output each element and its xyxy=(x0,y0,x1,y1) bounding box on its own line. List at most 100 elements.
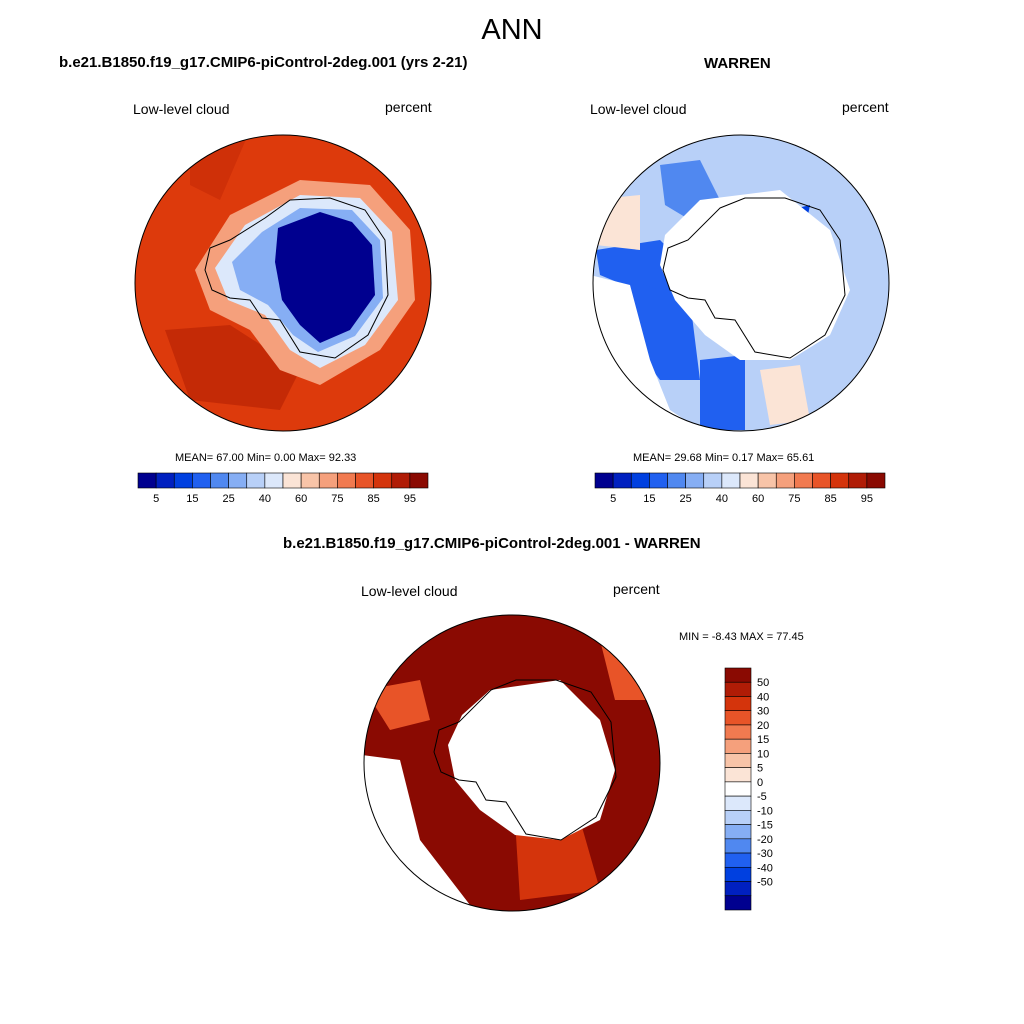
obs-colorbar-tick: 85 xyxy=(825,493,837,505)
model-colorbar-swatch xyxy=(155,472,175,489)
model-darker-patch xyxy=(165,325,300,410)
diff-colorbar-tick: -40 xyxy=(757,862,773,874)
diff-colorbar-swatch xyxy=(724,810,752,825)
diff-colorbar-swatch xyxy=(724,781,752,797)
diff-colorbar-swatch xyxy=(724,738,752,754)
diff-colorbar-swatch xyxy=(724,767,752,783)
model-colorbar-swatch xyxy=(246,472,266,489)
diff-colorbar-swatch xyxy=(724,881,752,897)
panel-obs-colorbar: 5 15 25 40 60 75 85 95 xyxy=(594,472,886,505)
diff-colorbar-tick: 0 xyxy=(757,777,763,789)
diff-colorbar-swatch xyxy=(724,852,752,868)
obs-colorbar-swatch xyxy=(830,472,850,489)
obs-colorbar-tick: 40 xyxy=(716,493,728,505)
obs-light-patch xyxy=(593,195,640,250)
panel-diff-units: percent xyxy=(613,581,660,597)
diff-colorbar-tick: -10 xyxy=(757,805,773,817)
model-colorbar-swatch xyxy=(300,472,320,489)
diff-colorbar-tick: 10 xyxy=(757,748,769,760)
model-colorbar-swatch xyxy=(173,472,193,489)
model-colorbar-tick: 5 xyxy=(153,493,159,505)
model-colorbar-tick: 40 xyxy=(259,493,271,505)
diff-colorbar-swatch xyxy=(724,696,752,712)
panel-model-title: b.e21.B1850.f19_g17.CMIP6-piControl-2deg… xyxy=(59,54,468,71)
model-colorbar-tick: 15 xyxy=(186,493,198,505)
model-colorbar-tick: 85 xyxy=(368,493,380,505)
model-colorbar-tick: 60 xyxy=(295,493,307,505)
model-colorbar-tick: 25 xyxy=(223,493,235,505)
model-colorbar-swatch xyxy=(137,472,157,489)
panel-diff-variable: Low-level cloud xyxy=(361,583,458,599)
obs-colorbar-tick: 75 xyxy=(788,493,800,505)
obs-colorbar-swatch xyxy=(739,472,759,489)
diff-colorbar-tick: 5 xyxy=(757,763,763,775)
model-colorbar-tick: 75 xyxy=(331,493,343,505)
model-colorbar-swatch xyxy=(228,472,248,489)
obs-colorbar-swatch xyxy=(594,472,614,489)
model-map-border xyxy=(134,134,432,432)
obs-colorbar-swatch xyxy=(649,472,668,489)
model-colorbar-swatch xyxy=(409,472,429,489)
model-colorbar-swatch xyxy=(264,472,284,489)
figure-season-title: ANN xyxy=(481,14,543,46)
obs-map-border xyxy=(592,134,890,432)
model-colorbar-swatch xyxy=(373,472,393,489)
diff-colorbar-swatch xyxy=(724,724,752,740)
model-colorbar-swatch xyxy=(355,472,374,489)
model-antarctica-coastline xyxy=(204,197,389,359)
model-colorbar-swatch xyxy=(337,472,356,489)
diff-colorbar-tick: -20 xyxy=(757,834,773,846)
diff-colorbar-swatch xyxy=(724,824,752,840)
diff-colorbar-swatch xyxy=(724,710,752,726)
panel-diff-map xyxy=(363,614,661,912)
obs-missing-data xyxy=(660,190,850,360)
obs-colorbar-swatch xyxy=(757,472,777,489)
diff-map-border xyxy=(363,614,661,912)
diff-orange-patch xyxy=(515,820,600,900)
diff-colorbar-tick: 20 xyxy=(757,720,769,732)
obs-colorbar-swatch xyxy=(667,472,686,489)
obs-colorbar-swatch xyxy=(685,472,705,489)
diff-colorbar-swatch xyxy=(724,753,752,768)
model-ice-sheet xyxy=(275,212,375,343)
diff-colorbar-tick: 50 xyxy=(757,677,769,689)
diff-colorbar-swatch xyxy=(724,681,752,697)
panel-obs-units: percent xyxy=(842,99,889,115)
model-colorbar-tick: 95 xyxy=(404,493,416,505)
panel-model-map xyxy=(134,134,432,432)
obs-colorbar-swatch xyxy=(630,472,650,489)
diff-colorbar-tick: -5 xyxy=(757,791,767,803)
obs-colorbar-swatch xyxy=(848,472,868,489)
obs-colorbar-swatch xyxy=(775,472,795,489)
model-colorbar-swatch xyxy=(318,472,338,489)
obs-antarctica-coastline xyxy=(662,197,846,359)
model-colorbar-swatch xyxy=(210,472,229,489)
obs-colorbar-swatch xyxy=(703,472,723,489)
panel-model-stats: MEAN= 67.00 Min= 0.00 Max= 92.33 xyxy=(175,452,357,464)
obs-colorbar-swatch xyxy=(812,472,831,489)
diff-colorbar-tick: 30 xyxy=(757,706,769,718)
model-colorbar-swatch xyxy=(282,472,302,489)
obs-colorbar-tick: 15 xyxy=(643,493,655,505)
diff-colorbar-swatch xyxy=(724,895,752,911)
diff-colorbar-swatch xyxy=(724,667,752,683)
obs-colorbar-swatch xyxy=(721,472,741,489)
obs-colorbar-tick: 95 xyxy=(861,493,873,505)
obs-colorbar-tick: 5 xyxy=(610,493,616,505)
obs-light-patch xyxy=(760,365,810,425)
diff-colorbar-tick: 40 xyxy=(757,691,769,703)
obs-colorbar-swatch xyxy=(866,472,886,489)
diff-colorbar-swatch xyxy=(724,838,752,854)
panel-obs-variable: Low-level cloud xyxy=(590,101,687,117)
diff-colorbar-tick: -15 xyxy=(757,820,773,832)
diff-antarctica-coastline xyxy=(433,679,617,841)
panel-model-variable: Low-level cloud xyxy=(133,101,230,117)
panel-obs-map xyxy=(592,134,890,432)
obs-colorbar-tick: 25 xyxy=(680,493,692,505)
panel-diff-stats: MIN = -8.43 MAX = 77.45 xyxy=(679,631,804,643)
obs-colorbar-swatch xyxy=(612,472,632,489)
panel-model-colorbar: 5 15 25 40 60 75 85 95 xyxy=(137,472,429,505)
model-colorbar-swatch xyxy=(391,472,411,489)
diff-colorbar-tick: -50 xyxy=(757,877,773,889)
